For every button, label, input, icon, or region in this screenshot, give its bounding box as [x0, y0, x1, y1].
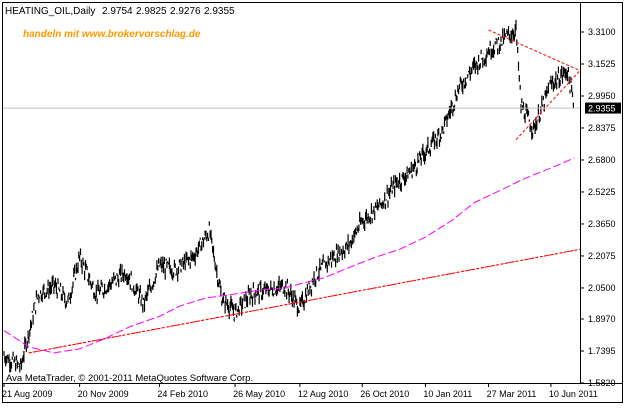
ma-fast-series — [3, 157, 575, 354]
x-tick-label: 20 Nov 2009 — [78, 389, 129, 399]
y-tick-label: 3.3100 — [588, 27, 616, 37]
ohlc-open: 2.9754 — [102, 6, 133, 17]
ohlc-low: 2.9276 — [170, 6, 201, 17]
support-trendline — [28, 248, 581, 354]
ohlc-high: 2.9825 — [136, 6, 167, 17]
y-tick-label: 2.6800 — [588, 155, 616, 165]
symbol-label: HEATING_OIL,Daily — [5, 6, 95, 17]
current-price-label: 2.9355 — [588, 104, 616, 114]
x-tick-label: 24 Feb 2010 — [157, 389, 208, 399]
ohlc-close: 2.9355 — [204, 6, 235, 17]
y-tick-label: 1.7395 — [588, 346, 616, 356]
x-tick-label: 10 Jan 2011 — [423, 389, 472, 399]
price-series — [3, 19, 574, 373]
ma-slow-series — [28, 248, 581, 354]
y-tick-label: 1.5820 — [588, 378, 616, 388]
watermark-text: handeln mit www.brokervorschlag.de — [23, 29, 201, 40]
x-tick-label: 27 Mar 2011 — [487, 389, 537, 399]
x-tick-label: 26 Oct 2010 — [360, 389, 409, 399]
copyright-text: Ava MetaTrader, © 2001-2011 MetaQuotes S… — [6, 373, 253, 384]
x-tick-label: 10 Jun 2011 — [549, 389, 598, 399]
y-tick-label: 2.3650 — [588, 219, 616, 229]
triangle-lower-line — [515, 70, 581, 140]
x-tick-label: 26 May 2010 — [233, 389, 285, 399]
y-tick-label: 2.2075 — [588, 251, 616, 261]
x-tick-label: 12 Aug 2010 — [298, 389, 349, 399]
y-tick-label: 2.5225 — [588, 187, 616, 197]
chart-border — [2, 2, 623, 403]
triangle-upper-line — [488, 29, 581, 72]
y-tick-label: 3.1525 — [588, 59, 616, 69]
current-price-box — [585, 102, 621, 114]
y-tick-label: 1.8970 — [588, 314, 616, 324]
y-tick-label: 2.9950 — [588, 91, 616, 101]
y-tick-label: 2.0500 — [588, 283, 616, 293]
x-tick-label: 21 Aug 2009 — [2, 389, 53, 399]
y-tick-label: 2.8375 — [588, 123, 616, 133]
